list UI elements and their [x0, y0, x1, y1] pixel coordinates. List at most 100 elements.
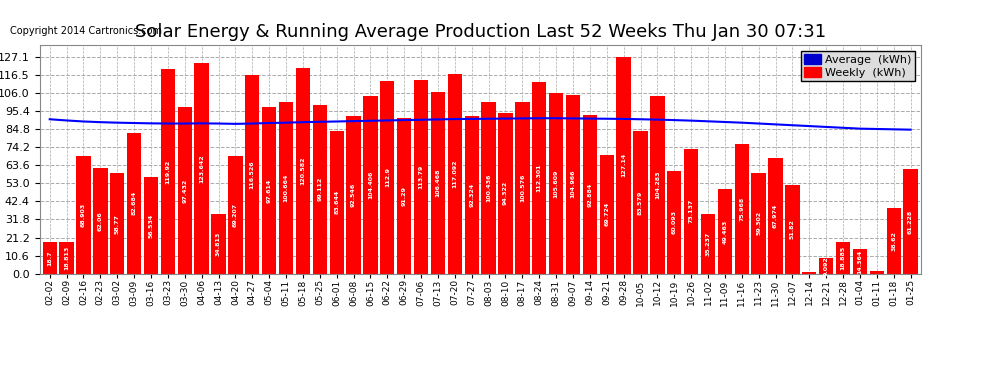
- Bar: [904, 169, 918, 274]
- Bar: [93, 168, 108, 274]
- Bar: [229, 156, 243, 274]
- Bar: [127, 133, 142, 274]
- Text: 92.546: 92.546: [351, 183, 356, 207]
- Text: 104.966: 104.966: [570, 170, 575, 198]
- Bar: [464, 116, 479, 274]
- Bar: [684, 149, 698, 274]
- Text: 18.885: 18.885: [841, 246, 845, 270]
- Bar: [650, 96, 664, 274]
- Text: 9.092: 9.092: [824, 256, 829, 276]
- Bar: [617, 57, 631, 274]
- Text: 97.614: 97.614: [266, 178, 271, 203]
- Bar: [160, 69, 175, 274]
- Text: 59.302: 59.302: [756, 211, 761, 235]
- Bar: [498, 113, 513, 274]
- Text: 120.582: 120.582: [300, 157, 306, 185]
- Text: 83.644: 83.644: [335, 190, 340, 214]
- Bar: [76, 156, 91, 274]
- Bar: [59, 242, 74, 274]
- Text: 106.468: 106.468: [436, 169, 441, 197]
- Bar: [144, 177, 158, 274]
- Text: 73.137: 73.137: [689, 199, 694, 223]
- Text: 104.406: 104.406: [368, 171, 373, 199]
- Bar: [548, 93, 563, 274]
- Bar: [667, 171, 681, 274]
- Text: 83.579: 83.579: [638, 190, 643, 214]
- Bar: [481, 102, 496, 274]
- Bar: [414, 80, 429, 274]
- Bar: [566, 94, 580, 274]
- Text: 75.968: 75.968: [740, 197, 744, 221]
- Bar: [532, 82, 546, 274]
- Text: 49.463: 49.463: [723, 219, 728, 244]
- Bar: [634, 131, 647, 274]
- Bar: [735, 144, 749, 274]
- Bar: [802, 272, 817, 274]
- Text: 60.093: 60.093: [672, 210, 677, 234]
- Text: 112.301: 112.301: [537, 164, 542, 192]
- Text: 119.92: 119.92: [165, 159, 170, 183]
- Bar: [886, 208, 901, 274]
- Bar: [177, 107, 192, 274]
- Text: 18.813: 18.813: [64, 246, 69, 270]
- Text: Copyright 2014 Cartronics.com: Copyright 2014 Cartronics.com: [10, 26, 162, 36]
- Bar: [380, 81, 394, 274]
- Bar: [330, 131, 344, 274]
- Text: 69.724: 69.724: [604, 202, 609, 226]
- Text: 35.237: 35.237: [706, 231, 711, 256]
- Bar: [701, 214, 715, 274]
- Text: 123.642: 123.642: [199, 154, 204, 183]
- Bar: [262, 107, 276, 274]
- Text: 67.974: 67.974: [773, 204, 778, 228]
- Bar: [363, 96, 377, 274]
- Bar: [819, 258, 834, 274]
- Text: 38.62: 38.62: [891, 231, 896, 251]
- Legend: Average  (kWh), Weekly  (kWh): Average (kWh), Weekly (kWh): [801, 51, 915, 81]
- Bar: [836, 242, 850, 274]
- Bar: [110, 173, 125, 274]
- Text: 82.684: 82.684: [132, 191, 137, 215]
- Text: 14.364: 14.364: [857, 249, 862, 274]
- Text: 99.112: 99.112: [318, 177, 323, 201]
- Bar: [194, 63, 209, 274]
- Bar: [751, 172, 766, 274]
- Text: 105.609: 105.609: [553, 170, 558, 198]
- Text: 100.576: 100.576: [520, 174, 525, 202]
- Text: 51.82: 51.82: [790, 220, 795, 240]
- Title: Solar Energy & Running Average Production Last 52 Weeks Thu Jan 30 07:31: Solar Energy & Running Average Productio…: [135, 22, 826, 40]
- Bar: [246, 75, 259, 274]
- Bar: [718, 189, 732, 274]
- Bar: [447, 74, 462, 274]
- Text: 34.813: 34.813: [216, 232, 221, 256]
- Text: 100.664: 100.664: [283, 174, 288, 202]
- Bar: [852, 249, 867, 274]
- Text: 56.534: 56.534: [148, 213, 153, 238]
- Bar: [768, 158, 783, 274]
- Bar: [869, 271, 884, 274]
- Bar: [600, 155, 614, 274]
- Bar: [43, 242, 56, 274]
- Text: 94.322: 94.322: [503, 181, 508, 206]
- Text: 127.14: 127.14: [621, 153, 626, 177]
- Bar: [296, 68, 310, 274]
- Text: 92.324: 92.324: [469, 183, 474, 207]
- Text: 117.092: 117.092: [452, 159, 457, 188]
- Bar: [346, 116, 360, 274]
- Text: 97.432: 97.432: [182, 178, 187, 203]
- Text: 113.79: 113.79: [419, 165, 424, 189]
- Text: 69.207: 69.207: [233, 202, 238, 227]
- Text: 104.283: 104.283: [654, 171, 660, 199]
- Text: 68.903: 68.903: [81, 203, 86, 227]
- Bar: [313, 105, 327, 274]
- Bar: [515, 102, 530, 274]
- Bar: [211, 214, 226, 274]
- Text: 92.884: 92.884: [587, 182, 592, 207]
- Text: 61.228: 61.228: [908, 209, 913, 234]
- Bar: [431, 92, 446, 274]
- Bar: [785, 185, 800, 274]
- Bar: [279, 102, 293, 274]
- Text: 91.29: 91.29: [402, 186, 407, 206]
- Text: 100.436: 100.436: [486, 174, 491, 202]
- Bar: [397, 118, 412, 274]
- Text: 18.7: 18.7: [48, 250, 52, 266]
